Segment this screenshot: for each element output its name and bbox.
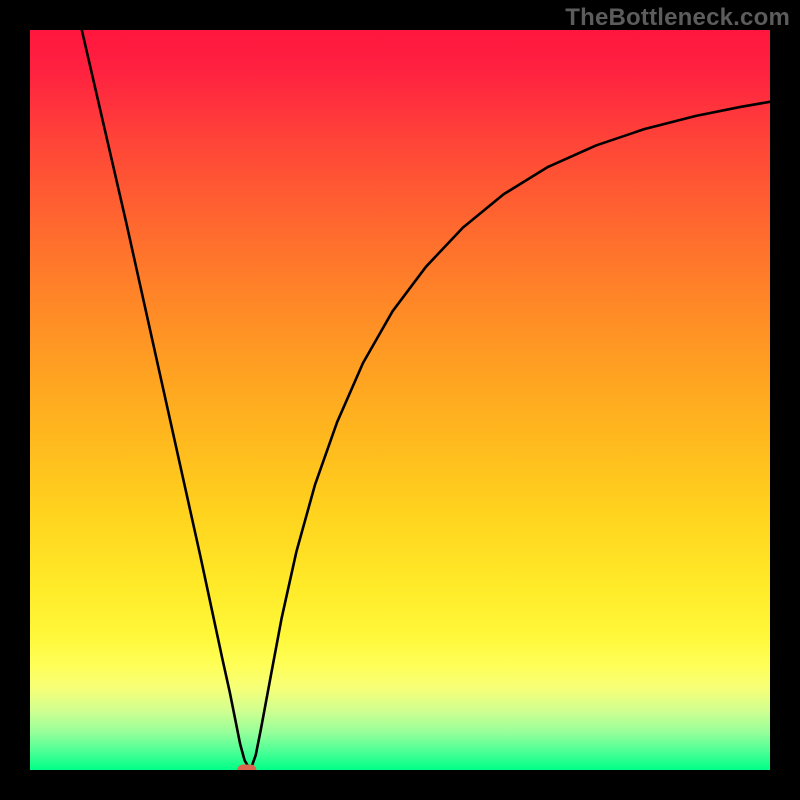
plot-area (30, 30, 770, 770)
optimal-point-marker (237, 764, 256, 770)
plot-svg (30, 30, 770, 770)
watermark-text: TheBottleneck.com (565, 4, 790, 32)
gradient-background (30, 30, 770, 770)
